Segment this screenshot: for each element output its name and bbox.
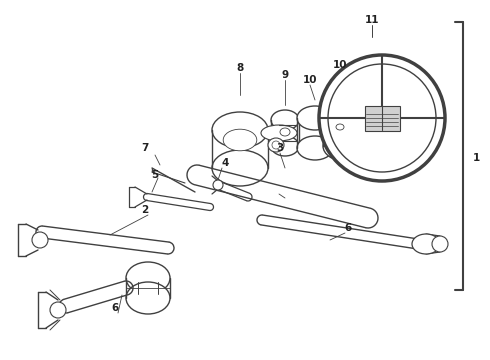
Polygon shape bbox=[195, 165, 370, 228]
Text: 10: 10 bbox=[303, 75, 317, 85]
Ellipse shape bbox=[328, 64, 436, 172]
Ellipse shape bbox=[280, 128, 290, 136]
Polygon shape bbox=[41, 226, 169, 254]
Text: 3: 3 bbox=[276, 143, 284, 153]
Ellipse shape bbox=[412, 234, 440, 254]
Ellipse shape bbox=[213, 180, 223, 190]
Ellipse shape bbox=[297, 106, 333, 130]
Text: 4: 4 bbox=[221, 158, 229, 168]
Ellipse shape bbox=[271, 110, 299, 130]
Ellipse shape bbox=[319, 55, 445, 181]
Polygon shape bbox=[147, 194, 211, 211]
Text: 5: 5 bbox=[151, 170, 159, 180]
Text: 9: 9 bbox=[281, 70, 289, 80]
Ellipse shape bbox=[336, 124, 344, 130]
Text: 6: 6 bbox=[344, 223, 352, 233]
Text: 7: 7 bbox=[141, 143, 148, 153]
Ellipse shape bbox=[212, 150, 268, 186]
Text: 1: 1 bbox=[472, 153, 480, 163]
Ellipse shape bbox=[268, 138, 284, 152]
Ellipse shape bbox=[271, 136, 299, 156]
Polygon shape bbox=[261, 215, 419, 249]
Polygon shape bbox=[217, 181, 249, 201]
Ellipse shape bbox=[323, 93, 367, 123]
Bar bbox=[365, 106, 400, 131]
Text: 6: 6 bbox=[111, 303, 119, 313]
Ellipse shape bbox=[223, 129, 257, 151]
Ellipse shape bbox=[323, 131, 367, 161]
Ellipse shape bbox=[32, 232, 48, 248]
Ellipse shape bbox=[212, 112, 268, 148]
Ellipse shape bbox=[126, 262, 170, 294]
Ellipse shape bbox=[367, 118, 395, 136]
Ellipse shape bbox=[50, 302, 66, 318]
Polygon shape bbox=[64, 281, 128, 313]
Ellipse shape bbox=[261, 125, 297, 141]
Ellipse shape bbox=[297, 136, 333, 160]
Text: 2: 2 bbox=[142, 205, 148, 215]
Text: 8: 8 bbox=[236, 63, 244, 73]
Text: 11: 11 bbox=[365, 15, 379, 25]
Ellipse shape bbox=[126, 282, 170, 314]
Ellipse shape bbox=[432, 236, 448, 252]
Text: 10: 10 bbox=[333, 60, 347, 70]
